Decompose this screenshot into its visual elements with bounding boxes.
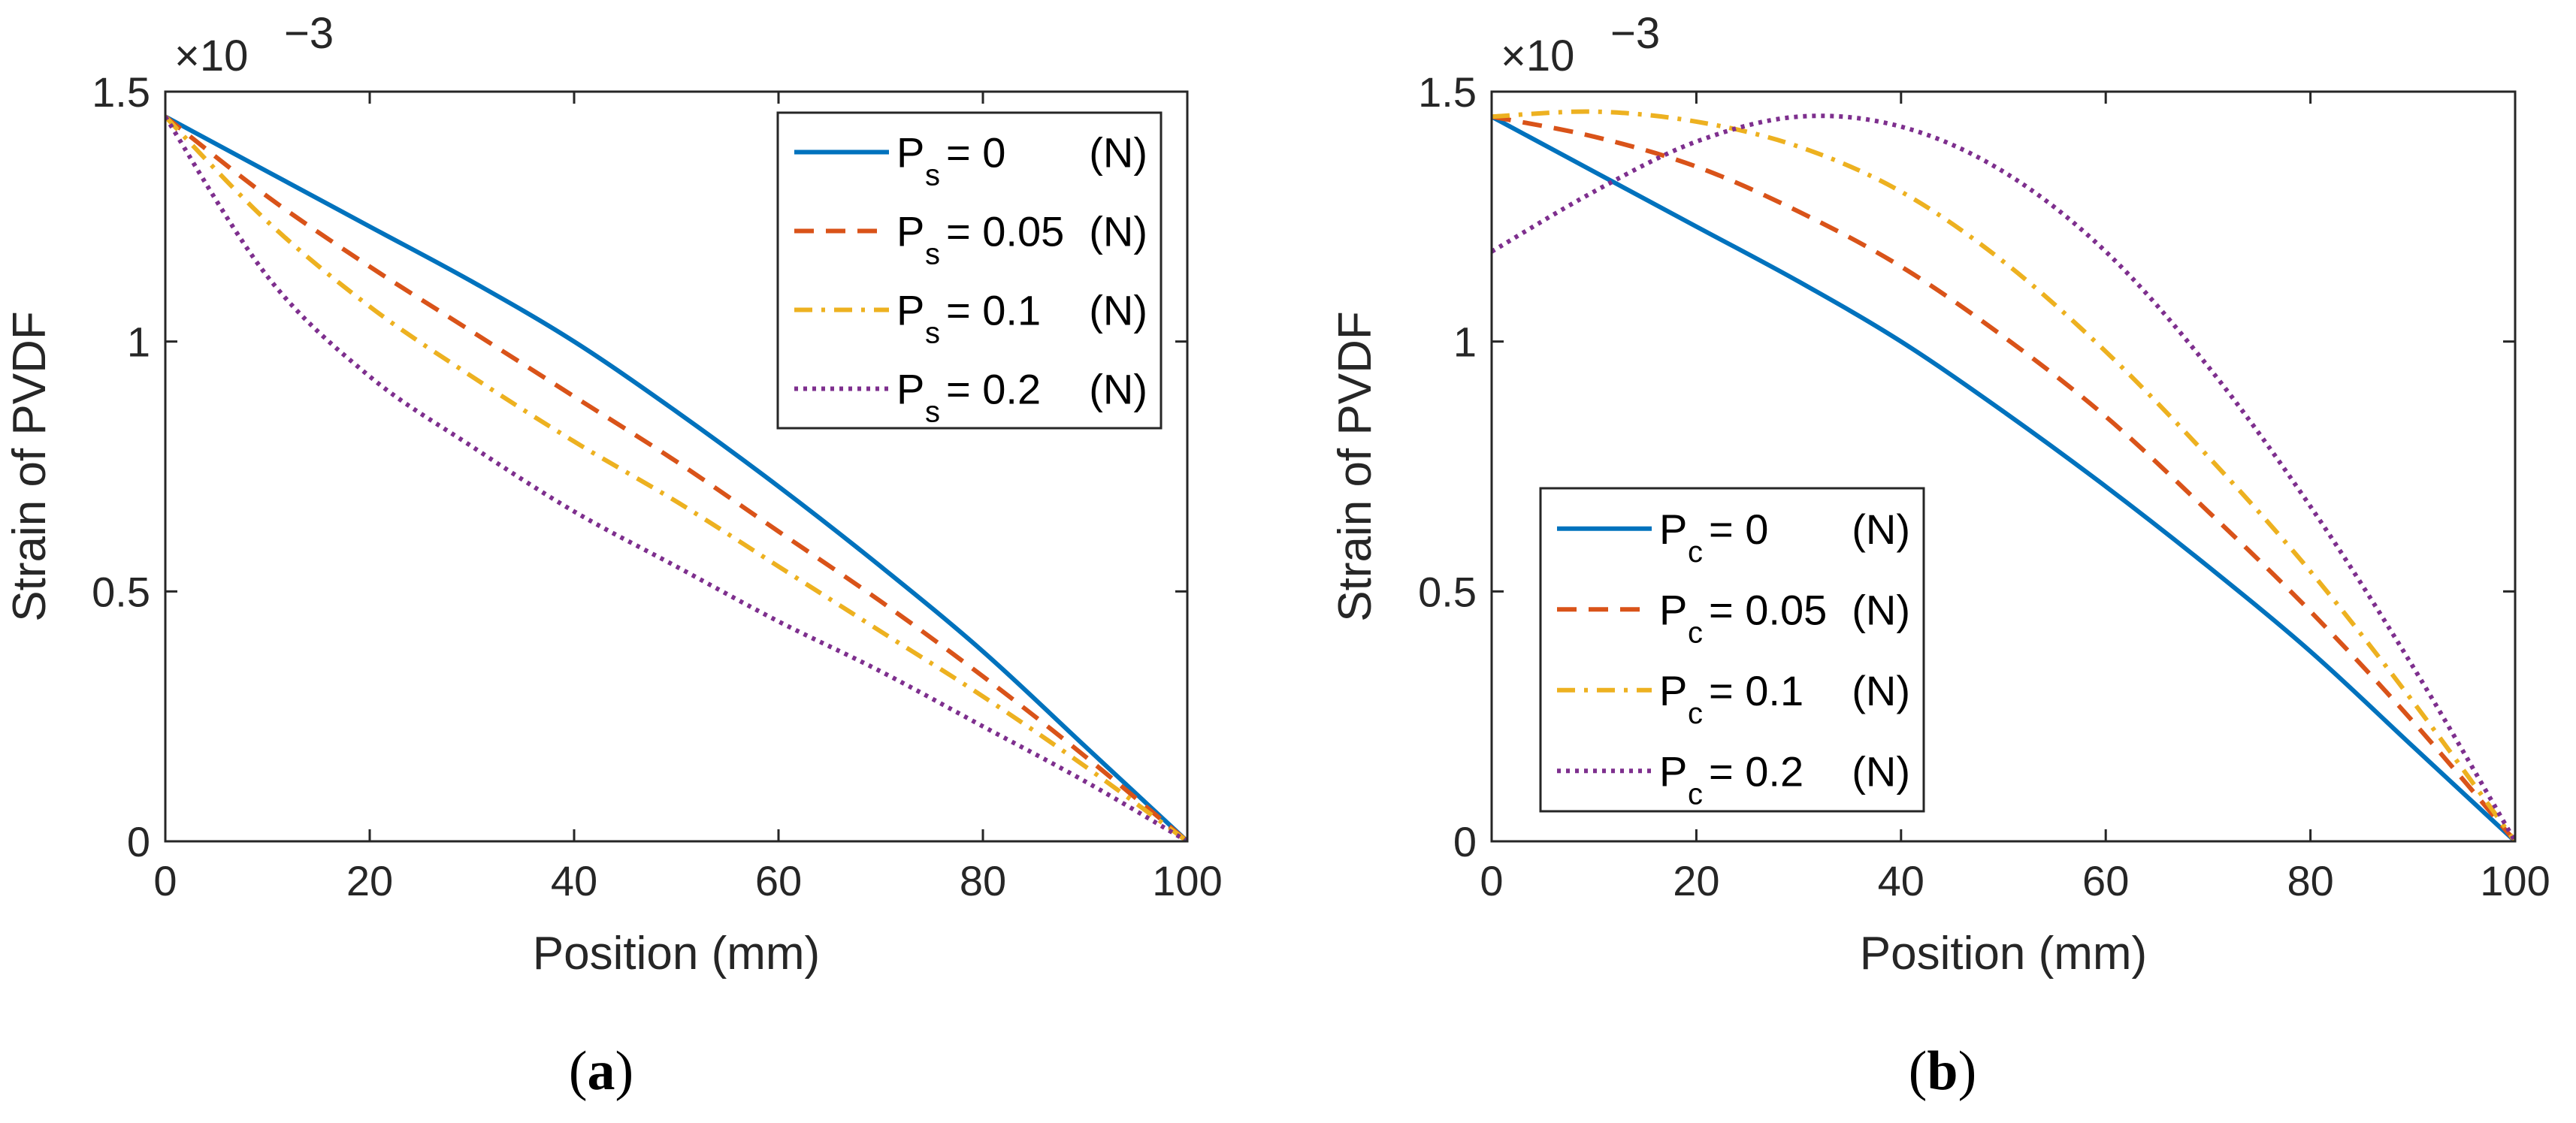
legend-label-value: = 0 <box>946 129 1005 177</box>
series-line-1 <box>165 114 1187 841</box>
y-tick-label: 1.5 <box>1418 68 1477 116</box>
y-tick-label: 0 <box>1453 818 1477 865</box>
series-line-2 <box>1492 114 2515 841</box>
axes-box <box>1490 90 2517 843</box>
y-exponent-power: −3 <box>284 9 334 58</box>
series-line-1 <box>1492 114 2515 841</box>
legend-label-sub: s <box>925 317 940 350</box>
legend-label-main: P <box>1659 506 1687 553</box>
legend-label-value: = 0.2 <box>946 366 1041 413</box>
x-axis-label: Position (mm) <box>533 928 820 980</box>
x-tick-label: 80 <box>2287 857 2333 904</box>
series-group <box>1492 109 2515 841</box>
legend-box <box>776 111 1163 430</box>
legend-label-unit: (N) <box>1852 506 1910 553</box>
legend-label-value: = 0.1 <box>1709 667 1804 714</box>
legend-label-unit: (N) <box>1852 586 1910 633</box>
y-tick-label: 0.5 <box>1418 568 1477 615</box>
legend-label-sub: c <box>1688 536 1703 569</box>
x-tick-label: 20 <box>346 857 393 904</box>
legend-label-main: P <box>896 208 924 255</box>
series-line-4 <box>1492 113 2515 841</box>
legend-label-value: = 0.05 <box>1709 586 1827 633</box>
panel-label: (b) <box>1909 1040 1976 1102</box>
series-line-3 <box>165 115 1187 841</box>
series-group <box>165 114 1187 841</box>
legend-box <box>1539 487 1925 813</box>
legend-label-sub: c <box>1688 777 1703 811</box>
x-tick-label: 40 <box>551 857 597 904</box>
legend-label-main: P <box>1659 586 1687 633</box>
legend-label-unit: (N) <box>1089 366 1147 413</box>
chart-a: 0 20 40 60 80 100 0 0.5 1 1.5 ×10 −3 Position (mm) St… <box>4 9 1223 1102</box>
series-line-2 <box>165 114 1187 841</box>
y-exponent-label: ×10 <box>174 32 248 80</box>
legend-label-sub: s <box>925 159 940 192</box>
y-tick-label: 1.5 <box>92 68 150 116</box>
series-line-4 <box>165 115 1187 841</box>
x-tick-label: 100 <box>1152 857 1222 904</box>
chart-b: 0 20 40 60 80 100 0 0.5 1 1.5 ×10 −3 Position (mm) St… <box>1329 9 2550 1102</box>
legend-label-value: = 0.05 <box>946 208 1064 255</box>
legend-label-value: = 0.1 <box>946 287 1041 334</box>
legend-label-main: P <box>1659 747 1687 795</box>
panel-label: (a) <box>569 1040 633 1102</box>
y-exponent-power: −3 <box>1610 9 1660 58</box>
legend-label-sub: c <box>1688 697 1703 730</box>
y-axis-label: Strain of PVDF <box>1329 311 1381 621</box>
legend-label-unit: (N) <box>1852 667 1910 714</box>
y-tick-label: 0.5 <box>92 568 150 615</box>
legend-label-unit: (N) <box>1089 287 1147 334</box>
x-tick-label: 60 <box>755 857 802 904</box>
legend-label-value: = 0 <box>1709 506 1768 553</box>
x-tick-label: 60 <box>2082 857 2129 904</box>
x-axis-label: Position (mm) <box>1860 928 2147 980</box>
legend-label-main: P <box>1659 667 1687 714</box>
x-tick-label: 0 <box>153 857 177 904</box>
legend-label-sub: s <box>925 396 940 429</box>
panel-label-letter: b <box>1927 1040 1958 1102</box>
x-tick-label: 80 <box>960 857 1006 904</box>
panel-label-letter: a <box>588 1040 615 1102</box>
legend-label-main: P <box>896 287 924 334</box>
x-tick-label: 20 <box>1673 857 1719 904</box>
legend-label-main: P <box>896 129 924 177</box>
y-tick-label: 1 <box>1453 318 1477 366</box>
x-tick-label: 40 <box>1878 857 1924 904</box>
x-tick-label: 0 <box>1480 857 1503 904</box>
legend-label-main: P <box>896 366 924 413</box>
y-tick-label: 1 <box>127 318 150 366</box>
legend-label-unit: (N) <box>1852 747 1910 795</box>
legend-label-sub: s <box>925 238 940 271</box>
legend-label-sub: c <box>1688 616 1703 649</box>
y-tick-label: 0 <box>127 818 150 865</box>
legend-label-value: = 0.2 <box>1709 747 1804 795</box>
y-exponent-label: ×10 <box>1501 32 1574 80</box>
legend-label-unit: (N) <box>1089 129 1147 177</box>
axes-box <box>164 90 1189 843</box>
legend-label-unit: (N) <box>1089 208 1147 255</box>
x-tick-label: 100 <box>2480 857 2550 904</box>
y-axis-label: Strain of PVDF <box>4 311 56 621</box>
